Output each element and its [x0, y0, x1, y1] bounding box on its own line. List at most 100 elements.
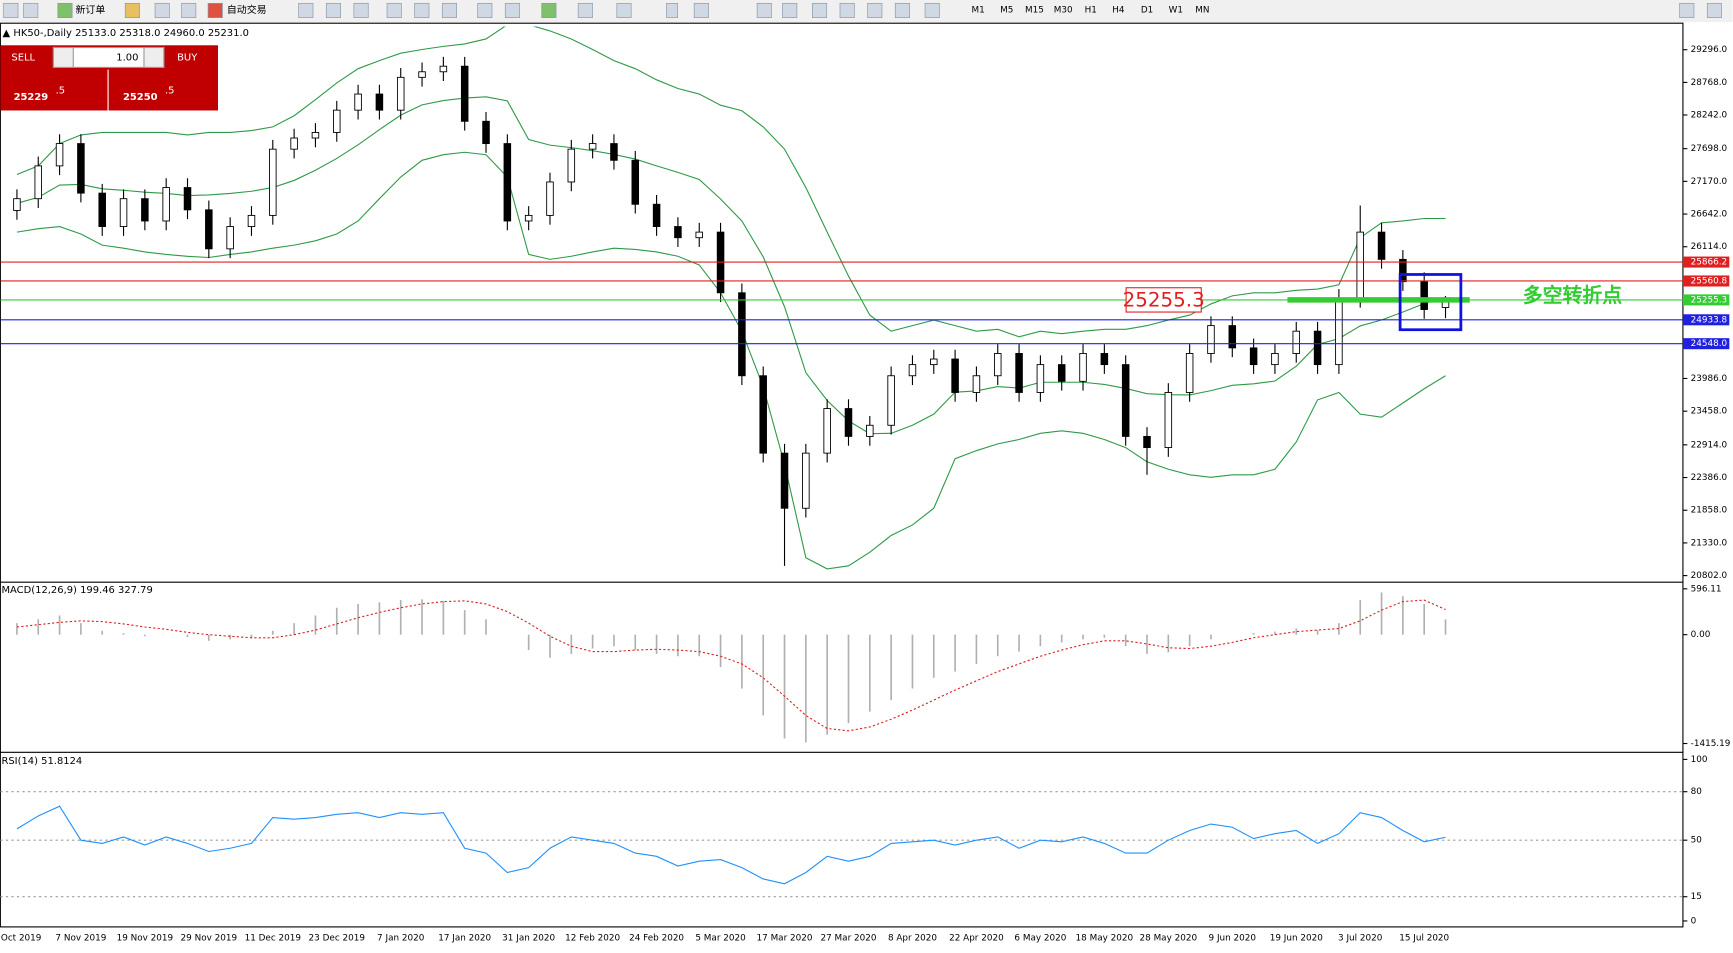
macd-title: MACD(12,26,9) 199.46 327.79 — [1, 585, 152, 596]
candle-body — [1335, 297, 1343, 366]
x-tick-label: 17 Mar 2020 — [757, 933, 813, 943]
toolbar-icon[interactable] — [325, 2, 341, 19]
candle-body — [780, 452, 789, 509]
candle-body — [951, 358, 959, 393]
toolbar-icon[interactable] — [756, 2, 772, 19]
toolbar-icon[interactable] — [541, 2, 557, 19]
candle-body — [311, 132, 320, 139]
candle-body — [1313, 330, 1322, 366]
toolbar-icon[interactable] — [23, 2, 39, 19]
candle-body — [1164, 392, 1173, 449]
sell-price[interactable]: 25229 — [14, 92, 49, 103]
toolbar-icon[interactable] — [839, 2, 855, 19]
timeframe-button[interactable]: H4 — [1112, 5, 1125, 15]
timeframe-button[interactable]: D1 — [1141, 5, 1153, 15]
toolbar-icon[interactable] — [504, 2, 520, 19]
toolbar-icon[interactable] — [181, 2, 197, 19]
toolbar-icon[interactable] — [867, 2, 883, 19]
toolbar-icon[interactable] — [353, 2, 369, 19]
volume-up[interactable] — [143, 46, 165, 68]
x-tick-label: 7 Jan 2020 — [377, 933, 425, 943]
toolbar-icon[interactable] — [441, 2, 457, 19]
volume-down[interactable] — [52, 46, 74, 68]
candle-body — [1228, 325, 1237, 349]
annotation: 多空转折点 — [1523, 284, 1623, 307]
candle-body — [610, 143, 618, 161]
toolbar-icon[interactable] — [386, 2, 402, 19]
sell-button[interactable]: SELL — [11, 52, 35, 63]
price-label: 25866.2 — [1691, 258, 1728, 268]
auto-trading-icon[interactable] — [207, 2, 223, 19]
toolbar-icon[interactable] — [782, 2, 798, 19]
sell-pips[interactable]: .5 — [56, 86, 65, 97]
candle-body — [503, 143, 512, 222]
toolbar-icon[interactable] — [124, 2, 140, 19]
candle-body — [930, 358, 938, 366]
chart-title: ▲ HK50-,Daily 25133.0 25318.0 24960.0 25… — [3, 28, 249, 39]
timeframe-button[interactable]: M1 — [971, 5, 984, 15]
candle-body — [972, 375, 981, 393]
x-tick-label: 29 Nov 2019 — [181, 933, 238, 943]
y-tick-label: 22386.0 — [1691, 473, 1728, 483]
toolbar-icon[interactable] — [894, 2, 910, 19]
toolbar-icon[interactable] — [477, 2, 493, 19]
toolbar-icon[interactable] — [924, 2, 940, 19]
buy-button[interactable]: BUY — [177, 52, 198, 63]
buy-price[interactable]: 25250 — [123, 92, 158, 103]
candle-body — [887, 375, 895, 426]
x-tick-label: 19 Jun 2020 — [1270, 933, 1323, 943]
symbol: HK50-,Daily — [13, 28, 72, 39]
y-tick-label: 21858.0 — [1691, 506, 1728, 516]
candle-body — [1420, 281, 1428, 310]
timeframe-button[interactable]: M15 — [1025, 5, 1044, 15]
candle-body — [1036, 364, 1045, 393]
volume[interactable]: 1.00 — [116, 52, 138, 63]
timeframe-button[interactable]: H1 — [1085, 5, 1097, 15]
auto-trading-button[interactable]: 自动交易 — [227, 3, 267, 16]
y-tick-label: 27698.0 — [1691, 144, 1728, 154]
y-tick-label: 23986.0 — [1691, 374, 1728, 384]
toolbar-icon[interactable] — [666, 2, 678, 19]
candle-body — [13, 198, 21, 211]
toolbar-icon[interactable] — [414, 2, 430, 19]
toolbar-icon[interactable] — [3, 2, 19, 19]
toolbar-icon[interactable] — [577, 2, 593, 19]
candle-body — [439, 65, 448, 73]
x-tick-label: 18 May 2020 — [1076, 933, 1134, 943]
toolbar-icon[interactable] — [693, 2, 709, 19]
price-label: 25560.8 — [1691, 276, 1728, 286]
toolbar-icon[interactable] — [812, 2, 828, 19]
candle-body — [269, 148, 277, 216]
y-tick-label: 50 — [1691, 836, 1703, 846]
timeframe-button[interactable]: W1 — [1169, 5, 1183, 15]
y-tick-label: -1415.19 — [1691, 739, 1731, 749]
candle-body — [695, 231, 703, 239]
x-tick-label: 5 Mar 2020 — [695, 933, 746, 943]
y-tick-label: 23458.0 — [1691, 407, 1728, 417]
candle-body — [1207, 325, 1215, 354]
candle-body — [546, 181, 554, 216]
buy-pips[interactable]: .5 — [165, 86, 174, 97]
candle-body — [1399, 258, 1407, 283]
candle-body — [1143, 435, 1151, 449]
x-tick-label: 8 Apr 2020 — [888, 933, 937, 943]
rsi-line — [16, 805, 1446, 885]
toolbar-icon[interactable] — [154, 2, 170, 19]
candle-body — [802, 452, 810, 509]
chart-frame — [0, 22, 1684, 928]
toolbar-icon[interactable] — [1706, 2, 1722, 19]
x-tick-label: 17 Jan 2020 — [438, 933, 491, 943]
toolbar-icon[interactable] — [616, 2, 632, 19]
y-tick-label: 28242.0 — [1691, 110, 1728, 120]
toolbar-icon[interactable] — [1679, 2, 1695, 19]
new-order-button[interactable]: 新订单 — [75, 3, 105, 16]
timeframe-button[interactable]: M5 — [1000, 5, 1013, 15]
toolbar-icon[interactable] — [298, 2, 314, 19]
candle-body — [631, 159, 640, 205]
candle-body — [1121, 364, 1130, 437]
new-order-icon[interactable] — [57, 2, 73, 19]
timeframe-button[interactable]: MN — [1195, 5, 1209, 15]
candle-body — [162, 187, 170, 222]
timeframe-button[interactable]: M30 — [1054, 5, 1073, 15]
price-label-bg — [1682, 275, 1730, 287]
